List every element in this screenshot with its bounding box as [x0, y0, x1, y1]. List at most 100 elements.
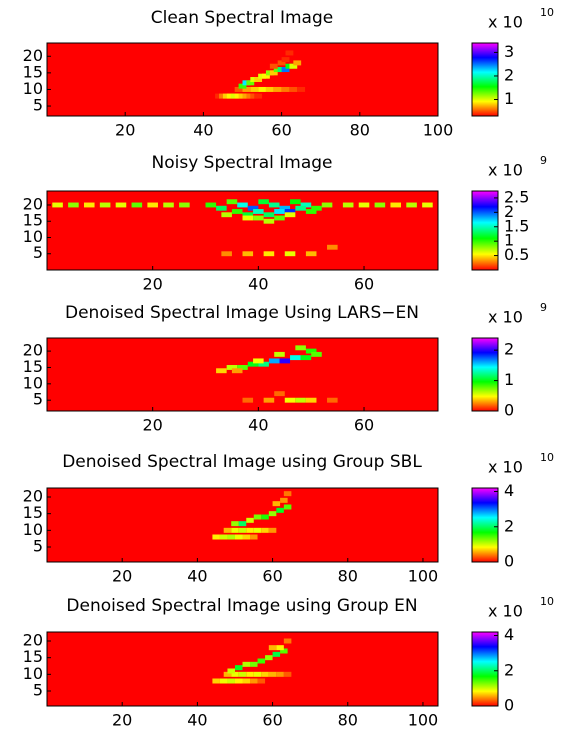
- heat-cell: [231, 521, 239, 526]
- heat-cell: [406, 203, 417, 208]
- heat-cell: [250, 87, 258, 92]
- heat-cell: [243, 251, 254, 256]
- heat-cell: [220, 679, 228, 684]
- x-tick-label: 100: [423, 121, 454, 140]
- colorbar-exponent: 10: [540, 595, 554, 608]
- heat-cell: [84, 203, 95, 208]
- y-tick-label: 10: [23, 664, 43, 683]
- y-tick-label: 20: [23, 487, 43, 506]
- colorbar-exponent: 9: [540, 154, 547, 167]
- heat-cell: [293, 60, 301, 65]
- heat-cell: [235, 679, 243, 684]
- heat-cell: [269, 528, 277, 533]
- y-tick-label: 5: [33, 537, 43, 556]
- x-tick-label: 100: [408, 567, 439, 586]
- heat-cell: [147, 203, 158, 208]
- heat-cell: [273, 652, 281, 657]
- heat-cell: [264, 251, 275, 256]
- heat-cell: [295, 345, 306, 350]
- heat-cell: [250, 535, 258, 540]
- x-tick-label: 80: [350, 121, 370, 140]
- heat-cell: [306, 251, 317, 256]
- colorbar: [472, 338, 498, 411]
- heat-cell: [270, 64, 278, 69]
- heat-cell: [68, 203, 79, 208]
- y-tick-label: 5: [33, 681, 43, 700]
- heat-cell: [390, 203, 401, 208]
- heat-cell: [279, 358, 290, 363]
- heat-cell: [327, 245, 338, 250]
- heat-cell: [284, 491, 292, 496]
- heat-cell: [179, 203, 190, 208]
- heat-cell: [258, 679, 266, 684]
- heat-cell: [343, 203, 354, 208]
- y-tick-label: 15: [23, 357, 43, 376]
- heat-cell: [295, 398, 306, 403]
- heat-cell: [269, 203, 280, 208]
- colorbar-scale: x 10: [488, 13, 523, 32]
- y-tick-label: 20: [23, 341, 43, 360]
- heat-cell: [235, 535, 243, 540]
- heat-cell: [216, 368, 227, 373]
- heat-cell: [276, 508, 284, 513]
- chart-title: Clean Spectral Image: [151, 8, 333, 28]
- heat-cell: [232, 368, 243, 373]
- x-tick-label: 40: [248, 416, 268, 435]
- y-tick-label: 10: [23, 227, 43, 246]
- heat-cell: [327, 398, 338, 403]
- heat-cell: [273, 501, 281, 506]
- heat-cell: [243, 662, 251, 667]
- colorbar-scale: x 10: [488, 602, 523, 621]
- y-tick-label: 15: [23, 62, 43, 81]
- x-tick-label: 40: [193, 121, 213, 140]
- heat-cell: [212, 679, 220, 684]
- y-tick-label: 10: [23, 373, 43, 392]
- heat-cell: [220, 535, 228, 540]
- heat-cell: [297, 87, 305, 92]
- heat-cell: [274, 216, 285, 221]
- y-tick-label: 20: [23, 631, 43, 650]
- chart-title: Denoised Spectral Image using Group SBL: [62, 452, 422, 472]
- heat-cell: [306, 398, 317, 403]
- heat-cell: [264, 212, 275, 217]
- colorbar-tick-label: 0: [504, 401, 514, 420]
- heat-cell: [243, 679, 251, 684]
- chart-title: Denoised Spectral Image Using LARS−EN: [65, 303, 419, 323]
- heat-cell: [289, 87, 297, 92]
- heat-cell: [227, 199, 238, 204]
- heat-cell: [254, 672, 262, 677]
- heat-cell: [227, 669, 235, 674]
- heat-cell: [232, 209, 243, 214]
- x-tick-label: 60: [354, 416, 374, 435]
- y-tick-label: 5: [33, 96, 43, 115]
- colorbar-tick-label: 2: [504, 516, 514, 535]
- heat-cell: [246, 528, 254, 533]
- x-tick-label: 20: [115, 121, 135, 140]
- heat-cell: [285, 251, 296, 256]
- heat-cell: [311, 352, 322, 357]
- y-tick-label: 5: [33, 390, 43, 409]
- heat-cell: [422, 203, 433, 208]
- heat-cell: [285, 212, 296, 217]
- heat-cell: [261, 528, 269, 533]
- heat-cell: [269, 358, 280, 363]
- heat-cell: [276, 672, 284, 677]
- chart-title: Noisy Spectral Image: [152, 153, 333, 173]
- heat-cell: [221, 212, 232, 217]
- heat-cell: [269, 645, 277, 650]
- colorbar-tick-label: 1: [504, 370, 514, 389]
- y-tick-label: 15: [23, 503, 43, 522]
- heat-cell: [286, 50, 294, 55]
- x-tick-label: 80: [338, 711, 358, 730]
- colorbar: [472, 488, 498, 562]
- colorbar-tick-label: 0: [504, 552, 514, 571]
- heat-cell: [239, 528, 247, 533]
- heat-cell: [216, 206, 227, 211]
- x-tick-label: 60: [262, 567, 282, 586]
- x-tick-label: 20: [142, 416, 162, 435]
- heat-cell: [235, 665, 243, 670]
- heat-cell: [284, 672, 292, 677]
- heat-cell: [266, 87, 274, 92]
- figure: Clean Spectral Image20406080100510152012…: [0, 0, 583, 738]
- x-tick-label: 20: [112, 567, 132, 586]
